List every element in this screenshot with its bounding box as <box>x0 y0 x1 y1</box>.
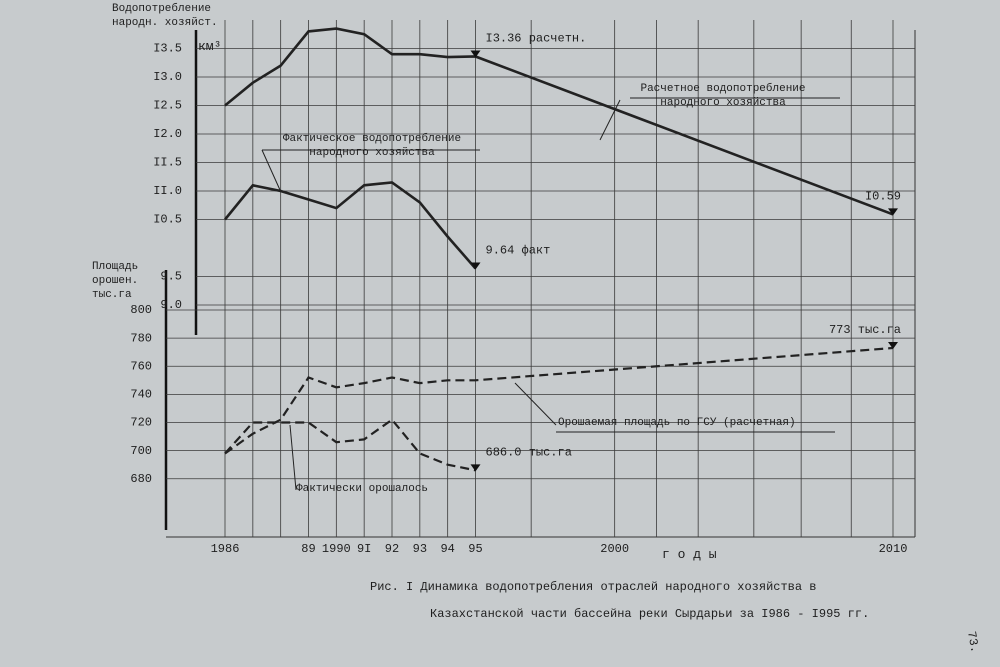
y-tick-label: I3.5 <box>153 42 182 56</box>
x-tick-label: 89 <box>301 542 315 556</box>
leader-line <box>261 149 281 191</box>
y2-tick-label: 760 <box>130 359 152 373</box>
data-label: I0.59 <box>865 190 901 204</box>
y2-tick-label: 680 <box>130 472 152 486</box>
x-tick-label: 2000 <box>600 542 629 556</box>
point-marker <box>888 208 898 216</box>
point-marker <box>470 464 481 472</box>
y-axis-title: Водопотребление народн. хозяйст. <box>112 3 218 29</box>
x-tick-label: 2010 <box>879 542 908 556</box>
y-tick-label: I2.0 <box>153 127 182 141</box>
x-tick-label: 92 <box>385 542 399 556</box>
data-label: 773 тыс.га <box>829 323 901 337</box>
y2-tick-label: 720 <box>130 416 152 430</box>
y-tick-label: I3.0 <box>153 70 182 84</box>
point-marker <box>470 262 481 270</box>
series-line <box>224 27 894 216</box>
x-tick-label: 1990 <box>322 542 351 556</box>
point-marker <box>888 341 898 349</box>
series-label: Фактически орошалось <box>296 483 429 495</box>
data-label: 686.0 тыс.га <box>486 445 572 459</box>
leader-line <box>289 424 297 491</box>
x-tick-label: 94 <box>440 542 454 556</box>
x-tick-label: 95 <box>468 542 482 556</box>
y2-tick-label: 800 <box>130 303 152 317</box>
y2-tick-label: 700 <box>130 444 152 458</box>
series-line <box>224 346 894 455</box>
y2-tick-label: 740 <box>130 388 152 402</box>
x-tick-label: 9I <box>357 542 371 556</box>
series-label: Расчетное водопотребление народного хозя… <box>640 83 806 109</box>
y-tick-label: I0.5 <box>153 213 182 227</box>
y2-tick-label: 780 <box>130 331 152 345</box>
x-axis-title: г о д ы <box>662 547 717 562</box>
data-label: I3.36 расчетн. <box>486 32 587 46</box>
caption-line: Казахстанской части бассейна реки Сырдар… <box>430 607 870 621</box>
y-tick-label: 9.0 <box>160 298 182 312</box>
series-label: Орошаемая площадь по ГСУ (расчетная) <box>558 417 796 429</box>
y-tick-label: I2.5 <box>153 99 182 113</box>
series-line <box>224 418 476 472</box>
caption-line: Рис. I Динамика водопотребления отраслей… <box>370 580 817 594</box>
y-tick-label: II.5 <box>153 156 182 170</box>
y-tick-label: 9.5 <box>160 270 182 284</box>
series-line <box>223 181 477 270</box>
y-tick-label: II.0 <box>153 184 182 198</box>
leader-line <box>599 99 621 141</box>
leader-line <box>514 382 557 426</box>
point-marker <box>470 50 481 58</box>
series-label: Фактическое водопотребление народного хо… <box>282 133 462 159</box>
y-axis-unit: км³ <box>198 39 222 54</box>
data-label: 9.64 факт <box>486 244 551 258</box>
y2-axis-title: Площадь орошен. тыс.га <box>92 261 139 301</box>
x-tick-label: 93 <box>413 542 427 556</box>
x-tick-label: 1986 <box>211 542 240 556</box>
